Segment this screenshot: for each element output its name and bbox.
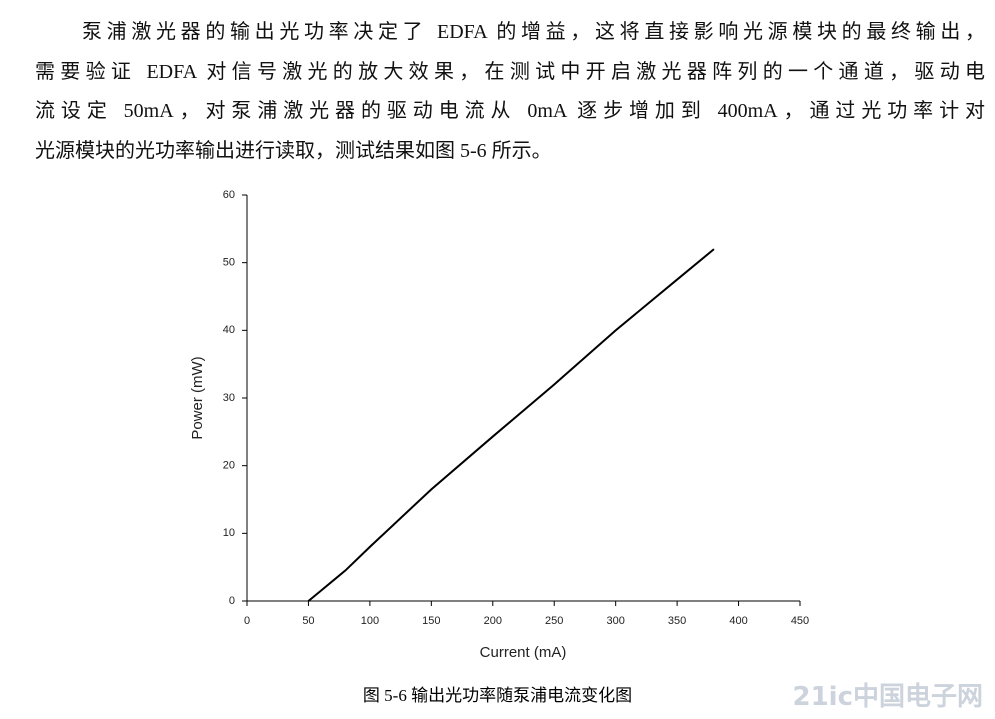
y-tick-label: 20 — [223, 460, 235, 472]
y-tick-label: 40 — [223, 324, 235, 336]
x-tick-label: 0 — [244, 615, 250, 627]
x-axis-label: Current (mA) — [480, 644, 567, 661]
x-tick-label: 400 — [729, 615, 747, 627]
paragraph-line: 光源模块的光功率输出进行读取，测试结果如图 5-6 所示。 — [35, 140, 552, 162]
x-tick-label: 200 — [484, 615, 502, 627]
y-tick-label: 10 — [223, 527, 235, 539]
y-tick-label: 50 — [223, 257, 235, 269]
watermark: 21ic中国电子网 — [792, 682, 983, 712]
data-line — [307, 248, 715, 602]
x-tick-label: 150 — [422, 615, 440, 627]
x-tick-label: 450 — [791, 615, 809, 627]
y-axis-label: Power (mW) — [189, 356, 206, 439]
paragraph-line: 泵浦激光器的输出光功率决定了 EDFA 的增益，这将直接影响光源模块的最终输出， — [82, 21, 985, 43]
y-tick-label: 0 — [229, 595, 235, 607]
y-tick-label: 60 — [223, 189, 235, 201]
x-tick-label: 300 — [606, 615, 624, 627]
x-tick-label: 100 — [361, 615, 379, 627]
x-tick-label: 50 — [302, 615, 314, 627]
paragraph-line: 流设定 50mA，对泵浦激光器的驱动电流从 0mA 逐步增加到 400mA，通过… — [35, 100, 985, 122]
caption: 图 5-6 输出光功率随泵浦电流变化图 — [362, 686, 633, 705]
y-tick-label: 30 — [223, 392, 235, 404]
x-tick-label: 250 — [545, 615, 563, 627]
paragraph-line: 需要验证 EDFA 对信号激光的放大效果，在测试中开启激光器阵列的一个通道，驱动… — [35, 61, 985, 83]
x-tick-label: 350 — [668, 615, 686, 627]
